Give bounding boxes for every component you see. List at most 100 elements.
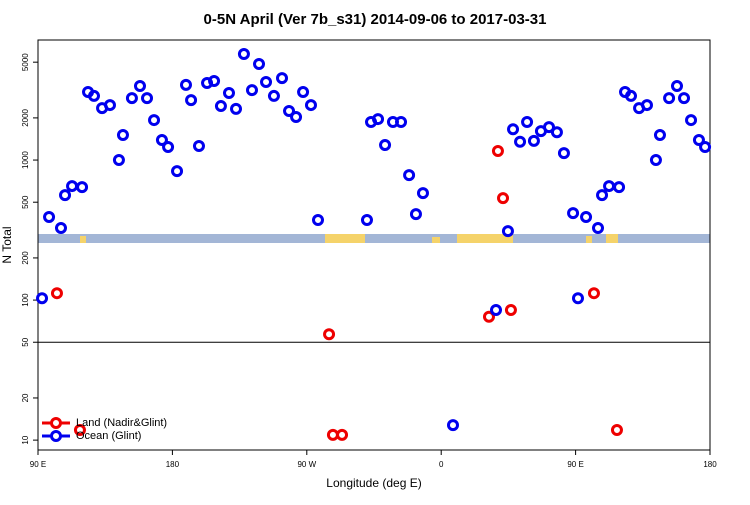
x-tick-label: 0 <box>439 460 444 469</box>
marker <box>336 428 349 441</box>
marker <box>692 134 705 147</box>
marker <box>185 94 198 107</box>
marker <box>613 181 626 194</box>
marker <box>179 78 192 91</box>
marker <box>409 208 422 221</box>
marker <box>685 114 698 127</box>
marker <box>446 419 459 432</box>
land-patch <box>586 236 592 243</box>
marker <box>625 89 638 102</box>
marker <box>507 123 520 136</box>
y-axis-label: N Total <box>0 226 14 263</box>
marker <box>403 169 416 182</box>
marker <box>501 225 514 238</box>
marker <box>148 114 161 127</box>
marker <box>141 92 154 105</box>
marker <box>283 105 296 118</box>
marker <box>103 99 116 112</box>
marker <box>491 145 504 158</box>
x-tick-label: 90 W <box>297 460 316 469</box>
marker <box>587 287 600 300</box>
marker <box>360 214 373 227</box>
marker <box>290 110 303 123</box>
marker <box>245 84 258 97</box>
marker <box>208 74 221 87</box>
y-tick-label: 10 <box>21 435 30 444</box>
ocean-strip <box>38 234 710 243</box>
marker <box>527 134 540 147</box>
marker <box>50 287 63 300</box>
marker <box>192 139 205 152</box>
marker <box>304 99 317 112</box>
map-strip <box>38 234 710 243</box>
legend-marker <box>50 430 62 442</box>
land-patch <box>325 234 365 243</box>
marker <box>125 92 138 105</box>
marker <box>610 424 623 437</box>
marker <box>155 134 168 147</box>
marker <box>171 165 184 178</box>
marker <box>504 303 517 316</box>
marker <box>640 99 653 112</box>
marker <box>116 128 129 141</box>
legend-label: Land (Nadir&Glint) <box>76 417 167 429</box>
land-patch <box>432 237 440 243</box>
plot-frame <box>37 39 711 451</box>
marker <box>59 189 72 202</box>
marker <box>670 79 683 92</box>
land-patch <box>457 234 513 243</box>
marker <box>267 89 280 102</box>
y-tick-label: 100 <box>21 293 30 307</box>
marker <box>379 139 392 152</box>
marker <box>230 102 243 115</box>
marker <box>567 207 580 220</box>
marker <box>112 154 125 167</box>
marker <box>73 424 86 437</box>
x-tick-label: 90 E <box>567 460 583 469</box>
marker <box>88 89 100 102</box>
marker <box>699 140 712 153</box>
marker <box>649 154 662 167</box>
marker <box>54 222 67 235</box>
y-tick-label: 20 <box>21 393 30 402</box>
y-tick-label: 5000 <box>21 53 30 71</box>
x-tick-label: 90 E <box>30 460 46 469</box>
marker <box>490 303 503 316</box>
marker <box>571 292 584 305</box>
marker <box>222 87 235 100</box>
marker <box>372 113 385 126</box>
marker <box>43 211 56 224</box>
x-tick-label: 180 <box>166 460 180 469</box>
marker <box>162 140 175 153</box>
y-tick-label: 1000 <box>21 151 30 169</box>
marker <box>497 192 510 205</box>
legend-label: Ocean (Glint) <box>76 430 141 442</box>
x-tick-label: 180 <box>703 460 717 469</box>
marker <box>580 211 593 224</box>
marker <box>550 126 563 139</box>
marker <box>482 310 495 323</box>
marker <box>557 147 570 160</box>
marker <box>297 86 310 99</box>
marker <box>323 328 336 341</box>
marker <box>663 92 676 105</box>
y-tick-label: 200 <box>21 251 30 265</box>
marker <box>514 135 527 148</box>
marker <box>260 75 273 88</box>
legend-marker <box>50 417 62 429</box>
y-tick-label: 500 <box>21 195 30 209</box>
marker <box>395 115 408 128</box>
marker <box>416 187 429 200</box>
x-axis-label: Longitude (deg E) <box>326 476 421 490</box>
marker <box>76 181 89 194</box>
y-tick-label: 50 <box>21 337 30 346</box>
marker <box>543 121 556 134</box>
y-tick-label: 2000 <box>21 108 30 126</box>
chart-title: 0-5N April (Ver 7b_s31) 2014-09-06 to 20… <box>204 11 547 28</box>
marker <box>678 92 691 105</box>
marker <box>592 222 604 235</box>
marker <box>596 189 609 202</box>
marker <box>133 79 146 92</box>
